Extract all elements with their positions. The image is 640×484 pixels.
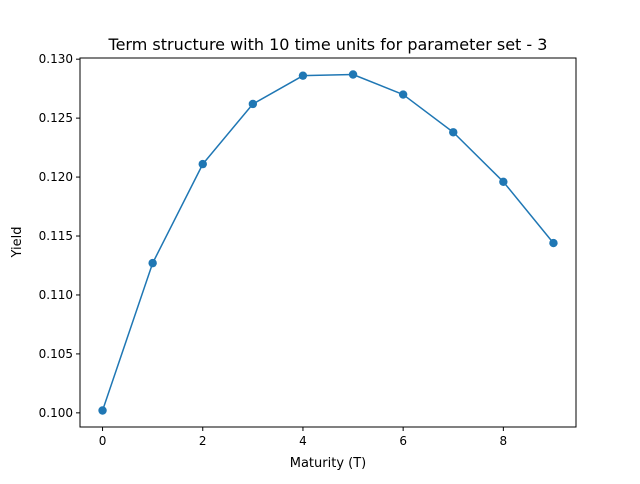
y-tick-label: 0.125 (39, 111, 73, 125)
y-tick-label: 0.130 (39, 52, 73, 66)
series-layer (98, 70, 558, 415)
y-tick-label: 0.100 (39, 406, 73, 420)
y-tick-label: 0.120 (39, 170, 73, 184)
series-line (101, 73, 555, 411)
data-point (348, 70, 358, 79)
data-point (549, 238, 558, 248)
x-axis-label: Maturity (T) (290, 456, 366, 471)
chart-title: Term structure with 10 time units for pa… (108, 35, 548, 54)
y-axis-label: Yield (10, 227, 25, 259)
data-point (449, 128, 458, 137)
data-point (198, 159, 207, 169)
x-tick-label: 8 (500, 434, 508, 448)
y-tick-label: 0.115 (39, 229, 73, 243)
data-point (148, 258, 157, 268)
data-point (248, 99, 258, 109)
x-tick-label: 4 (299, 434, 307, 448)
data-point (298, 71, 308, 80)
x-tick-label: 6 (399, 434, 407, 448)
data-point (398, 90, 408, 99)
y-tick-label: 0.105 (39, 347, 73, 361)
y-axis-ticks: 0.100 0.105 0.110 0.115 0.120 0.125 0.130 (39, 52, 80, 420)
y-tick-label: 0.110 (39, 288, 73, 302)
x-tick-label: 2 (199, 434, 207, 448)
data-point (98, 406, 107, 415)
x-axis-ticks: 0 2 4 6 8 (99, 427, 507, 448)
x-tick-label: 0 (99, 434, 107, 448)
data-point (499, 177, 508, 186)
plot-area-frame (79, 57, 577, 428)
